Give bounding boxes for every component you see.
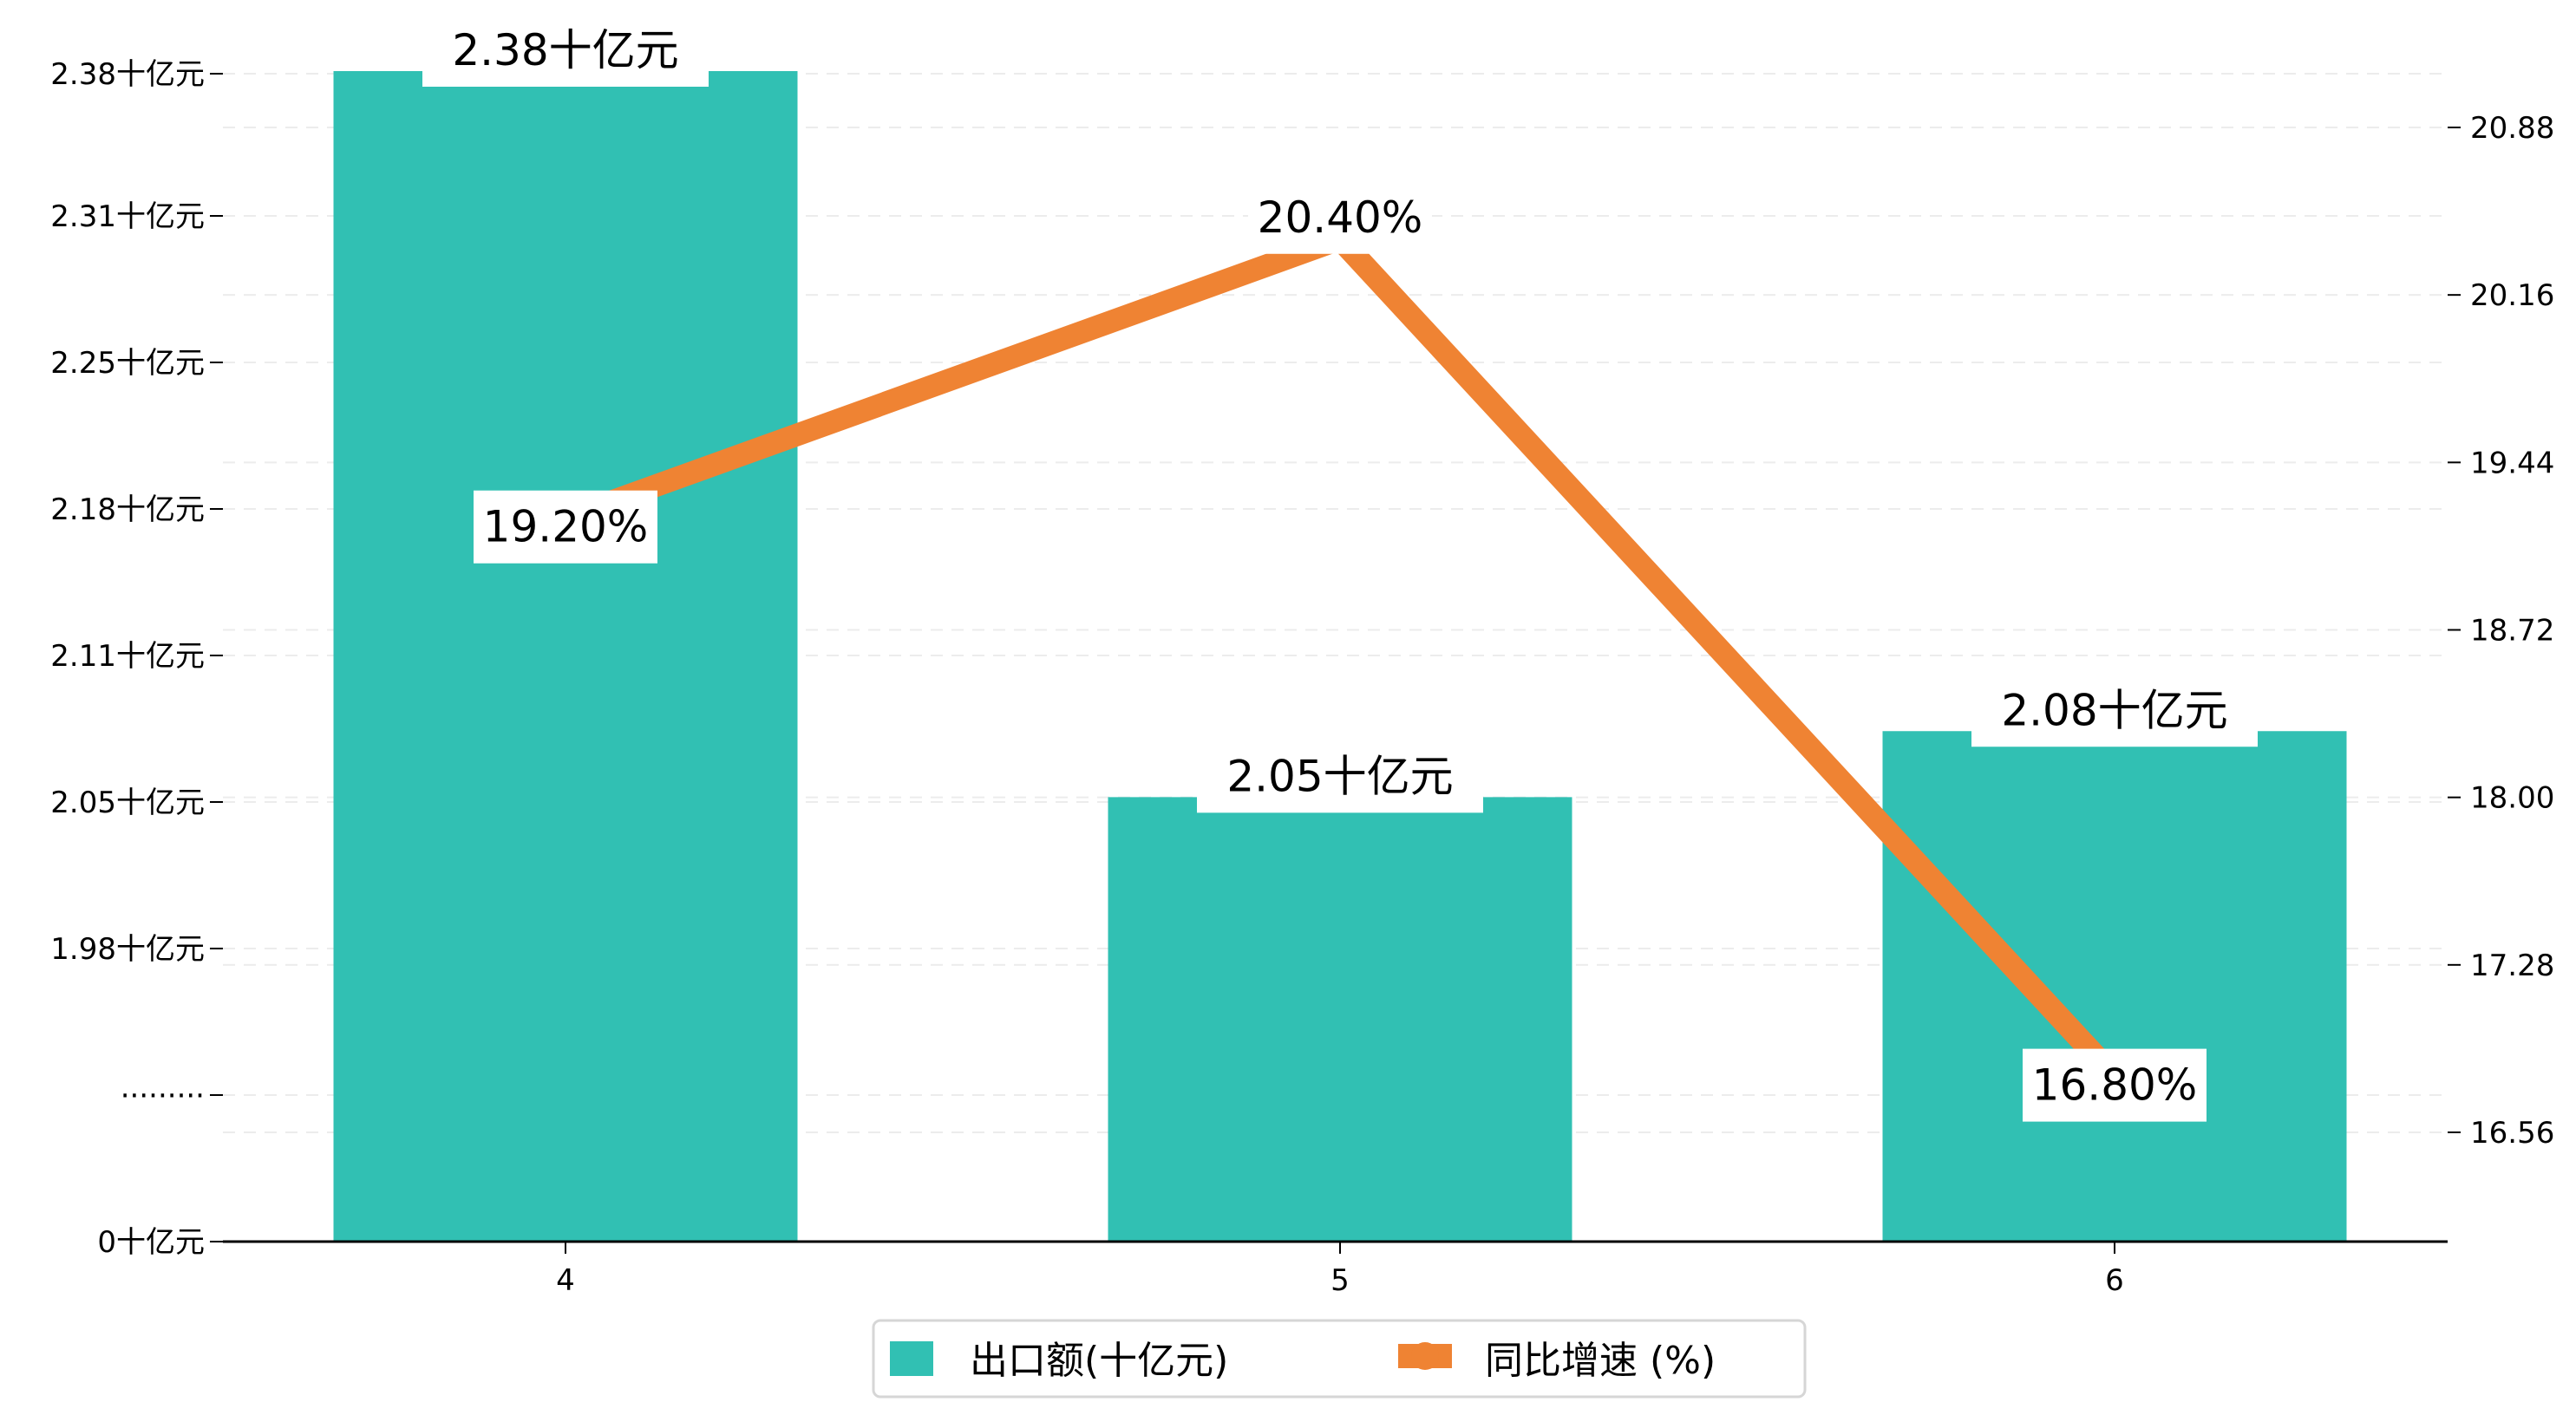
bars <box>333 71 2347 1242</box>
left-tick-label: 2.31十亿元 <box>50 199 205 234</box>
legend: 出口额(十亿元) 同比增速 (%) <box>872 1319 1807 1399</box>
right-tick-label: 18.72 <box>2470 614 2554 649</box>
bar <box>1108 797 1572 1242</box>
line-value-label: 20.40% <box>1258 192 1423 243</box>
legend-line-marker <box>1411 1342 1439 1370</box>
bar <box>1882 731 2347 1242</box>
bar-value-label-box <box>1971 674 2258 747</box>
data-labels: 2.38十亿元 2.05十亿元 2.08十亿元 19.20% 20.40% 16.80% <box>422 14 2258 1122</box>
bar-value-label: 2.05十亿元 <box>1226 751 1453 801</box>
left-tick-label: 2.25十亿元 <box>50 346 205 381</box>
bar-value-label: 2.08十亿元 <box>2001 685 2227 735</box>
legend-box <box>872 1319 1807 1399</box>
left-tick-label: 1.98十亿元 <box>50 932 205 967</box>
right-tick-label: 18.00 <box>2470 781 2554 816</box>
line-value-label-box <box>474 490 657 564</box>
right-tick-label: 19.44 <box>2470 446 2554 480</box>
line-value-label: 16.80% <box>2032 1060 2198 1111</box>
x-tick-label: 5 <box>1330 1263 1350 1298</box>
bar-value-label-box <box>1197 740 1483 813</box>
line-value-label-box <box>2023 1048 2207 1122</box>
left-tick-label: 2.18十亿元 <box>50 492 205 527</box>
legend-bar-swatch <box>890 1341 933 1376</box>
left-tick-label: ········· <box>121 1079 205 1113</box>
right-tick-label: 17.28 <box>2470 949 2554 983</box>
bar-value-label-box <box>422 14 709 87</box>
legend-line-label: 同比增速 (%) <box>1485 1339 1716 1383</box>
right-tick-label: 16.56 <box>2470 1116 2554 1151</box>
left-tick-label: 2.05十亿元 <box>50 786 205 820</box>
line-value-label-box <box>1248 180 1432 254</box>
left-tick-label: 2.11十亿元 <box>50 639 205 674</box>
line-value-label: 19.20% <box>483 502 649 552</box>
legend-bar-label: 出口额(十亿元) <box>970 1339 1228 1383</box>
x-tick-label: 6 <box>2105 1263 2124 1298</box>
left-tick-label: 0十亿元 <box>97 1225 205 1260</box>
bar-value-label: 2.38十亿元 <box>452 25 678 75</box>
x-tick-label: 4 <box>556 1263 575 1298</box>
right-tick-label: 20.88 <box>2470 111 2554 146</box>
right-tick-label: 20.16 <box>2470 278 2554 313</box>
bar <box>333 71 798 1242</box>
axes: 0十亿元 ········· 1.98十亿元 2.05十亿元 2.11十亿元 2.18十亿… <box>50 57 2554 1298</box>
left-tick-label: 2.38十亿元 <box>50 57 205 92</box>
